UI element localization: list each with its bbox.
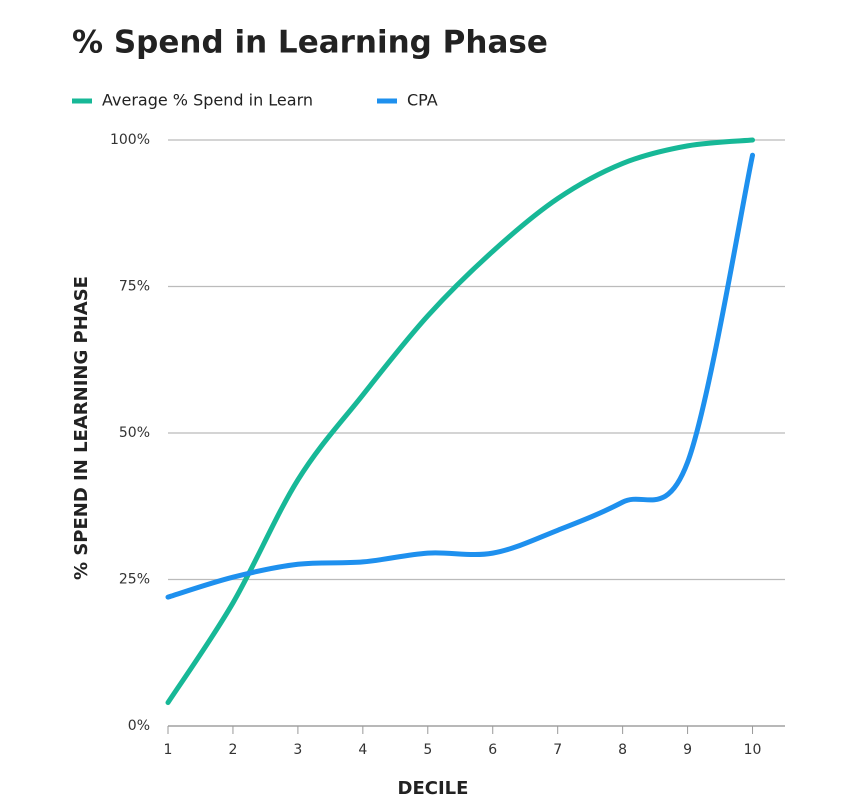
chart-title: % Spend in Learning Phase (72, 25, 548, 61)
x-tick-label: 2 (228, 742, 237, 758)
line (165, 152, 756, 600)
x-tick-label: 9 (683, 742, 692, 758)
x-tick-label: 8 (618, 742, 627, 758)
x-tick-label: 6 (488, 742, 497, 758)
y-tick-label: 0% (128, 718, 150, 734)
y-axis-label: % SPEND IN LEARNING PHASE (71, 276, 92, 580)
line (165, 137, 756, 706)
x-tick-label: 4 (358, 742, 367, 758)
y-tick-label: 100% (110, 132, 150, 148)
x-tick-label: 10 (744, 742, 762, 758)
y-tick-label: 25% (119, 572, 150, 588)
legend-label: CPA (407, 91, 438, 110)
x-tick-label: 7 (553, 742, 562, 758)
y-tick-label: 75% (119, 279, 150, 295)
x-tick-label: 5 (423, 742, 432, 758)
x-tick-label: 1 (164, 742, 173, 758)
x-tick-label: 3 (293, 742, 302, 758)
y-tick-label: 50% (119, 425, 150, 441)
x-axis-label: DECILE (398, 778, 469, 799)
legend-label: Average % Spend in Learn (102, 91, 313, 110)
